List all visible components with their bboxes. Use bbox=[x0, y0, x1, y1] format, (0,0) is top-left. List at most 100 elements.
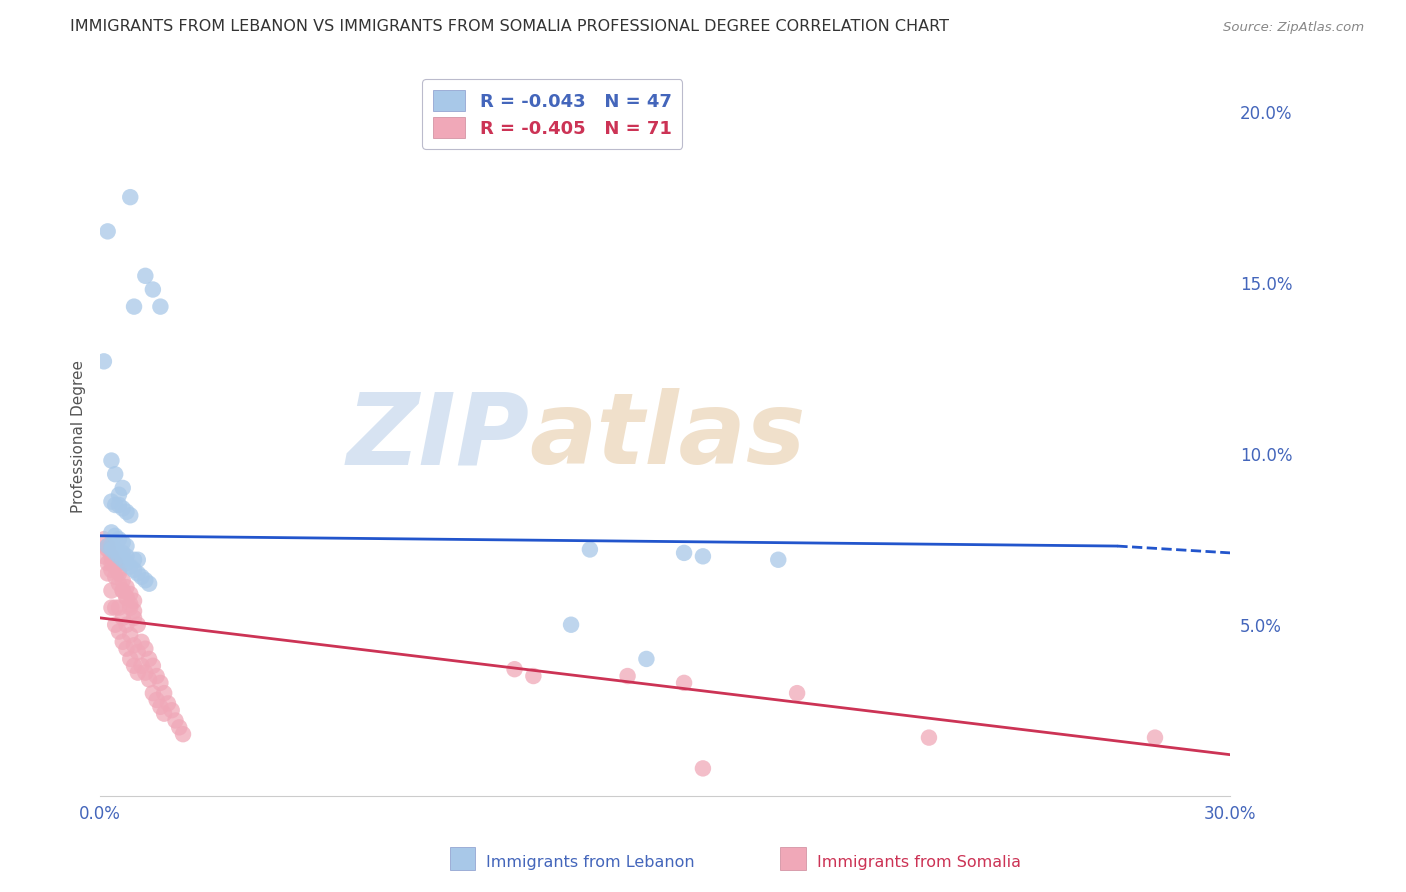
Point bbox=[127, 617, 149, 632]
Point bbox=[108, 549, 131, 564]
Point bbox=[120, 652, 142, 666]
Point bbox=[134, 574, 156, 588]
Point bbox=[111, 635, 134, 649]
Text: Immigrants from Somalia: Immigrants from Somalia bbox=[817, 855, 1021, 870]
Point bbox=[156, 697, 179, 711]
Point bbox=[111, 535, 134, 549]
Point bbox=[93, 354, 115, 368]
Point bbox=[108, 563, 131, 577]
Point bbox=[97, 539, 120, 553]
Point bbox=[145, 669, 167, 683]
Point bbox=[138, 652, 160, 666]
Point bbox=[100, 556, 122, 570]
Point bbox=[122, 611, 145, 625]
Point bbox=[673, 546, 696, 560]
Point bbox=[115, 549, 138, 564]
Point bbox=[111, 501, 134, 516]
Point bbox=[104, 467, 127, 482]
Point bbox=[160, 703, 183, 717]
Point bbox=[768, 553, 790, 567]
Legend: R = -0.043   N = 47, R = -0.405   N = 71: R = -0.043 N = 47, R = -0.405 N = 71 bbox=[422, 79, 682, 149]
Point bbox=[149, 676, 172, 690]
Point bbox=[138, 576, 160, 591]
Point bbox=[97, 224, 120, 238]
Point bbox=[636, 652, 658, 666]
Point bbox=[692, 549, 714, 564]
Point bbox=[579, 542, 602, 557]
Point bbox=[149, 699, 172, 714]
Point bbox=[120, 559, 142, 574]
Point bbox=[127, 645, 149, 659]
Point bbox=[142, 658, 165, 673]
Point bbox=[673, 676, 696, 690]
Point bbox=[100, 583, 122, 598]
Point bbox=[108, 533, 131, 547]
Point bbox=[108, 624, 131, 639]
Y-axis label: Professional Degree: Professional Degree bbox=[72, 360, 86, 513]
Point bbox=[127, 566, 149, 581]
Point bbox=[111, 546, 134, 560]
Point bbox=[122, 638, 145, 652]
Bar bbox=[780, 847, 806, 870]
Point bbox=[692, 761, 714, 775]
Point bbox=[115, 580, 138, 594]
Point bbox=[120, 600, 142, 615]
Point bbox=[153, 706, 176, 721]
Point bbox=[142, 283, 165, 297]
Point bbox=[97, 556, 120, 570]
Point bbox=[104, 600, 127, 615]
Point bbox=[138, 673, 160, 687]
Point bbox=[131, 570, 153, 584]
Point bbox=[134, 268, 156, 283]
Point bbox=[100, 563, 122, 577]
Point bbox=[111, 611, 134, 625]
Point bbox=[100, 539, 122, 553]
Point bbox=[100, 549, 122, 564]
Point bbox=[122, 594, 145, 608]
Text: atlas: atlas bbox=[530, 388, 806, 485]
Point bbox=[115, 591, 138, 605]
Point bbox=[115, 505, 138, 519]
Point bbox=[111, 481, 134, 495]
Point bbox=[560, 617, 582, 632]
Point bbox=[108, 498, 131, 512]
Point bbox=[1143, 731, 1166, 745]
Point bbox=[131, 658, 153, 673]
Point bbox=[111, 583, 134, 598]
Point bbox=[100, 600, 122, 615]
Point bbox=[115, 641, 138, 656]
Point bbox=[127, 553, 149, 567]
Point bbox=[167, 720, 190, 734]
Point bbox=[97, 542, 120, 557]
Point bbox=[122, 658, 145, 673]
Point bbox=[122, 563, 145, 577]
Point bbox=[122, 300, 145, 314]
Point bbox=[108, 600, 131, 615]
Point bbox=[122, 553, 145, 567]
Point bbox=[503, 662, 526, 676]
Point bbox=[120, 587, 142, 601]
Point bbox=[104, 542, 127, 557]
Point bbox=[115, 617, 138, 632]
Point bbox=[108, 576, 131, 591]
Point bbox=[142, 686, 165, 700]
Point bbox=[115, 556, 138, 570]
Point bbox=[93, 533, 115, 547]
Text: Immigrants from Lebanon: Immigrants from Lebanon bbox=[486, 855, 695, 870]
Point bbox=[111, 574, 134, 588]
Point bbox=[100, 542, 122, 557]
Point bbox=[108, 566, 131, 581]
Point bbox=[104, 559, 127, 574]
Point bbox=[149, 300, 172, 314]
Text: ZIP: ZIP bbox=[347, 388, 530, 485]
Point bbox=[153, 686, 176, 700]
Point bbox=[104, 498, 127, 512]
Point bbox=[122, 604, 145, 618]
Point bbox=[111, 583, 134, 598]
Bar bbox=[450, 847, 475, 870]
Point bbox=[104, 570, 127, 584]
Point bbox=[100, 494, 122, 508]
Point bbox=[108, 488, 131, 502]
Point bbox=[131, 635, 153, 649]
Point bbox=[786, 686, 808, 700]
